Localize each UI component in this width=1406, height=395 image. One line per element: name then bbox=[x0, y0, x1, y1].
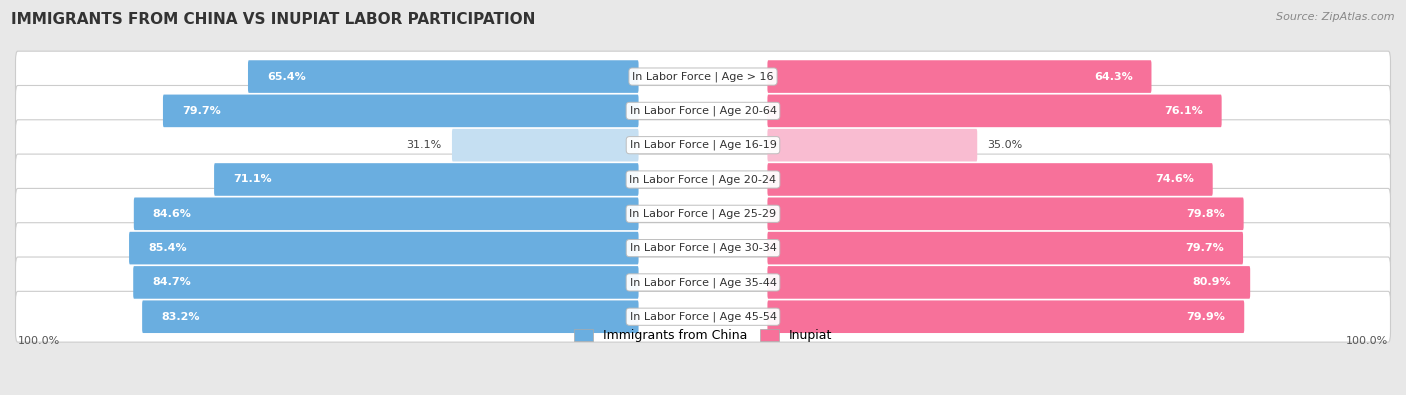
Text: IMMIGRANTS FROM CHINA VS INUPIAT LABOR PARTICIPATION: IMMIGRANTS FROM CHINA VS INUPIAT LABOR P… bbox=[11, 12, 536, 27]
Text: In Labor Force | Age > 16: In Labor Force | Age > 16 bbox=[633, 71, 773, 82]
Text: 85.4%: 85.4% bbox=[148, 243, 187, 253]
Text: 35.0%: 35.0% bbox=[987, 140, 1022, 150]
FancyBboxPatch shape bbox=[247, 60, 638, 93]
Text: 79.7%: 79.7% bbox=[181, 106, 221, 116]
FancyBboxPatch shape bbox=[15, 223, 1391, 273]
Text: In Labor Force | Age 35-44: In Labor Force | Age 35-44 bbox=[630, 277, 776, 288]
FancyBboxPatch shape bbox=[142, 301, 638, 333]
FancyBboxPatch shape bbox=[15, 51, 1391, 102]
Text: In Labor Force | Age 20-64: In Labor Force | Age 20-64 bbox=[630, 105, 776, 116]
FancyBboxPatch shape bbox=[768, 60, 1152, 93]
Text: In Labor Force | Age 25-29: In Labor Force | Age 25-29 bbox=[630, 209, 776, 219]
FancyBboxPatch shape bbox=[163, 94, 638, 127]
FancyBboxPatch shape bbox=[768, 163, 1213, 196]
Text: 71.1%: 71.1% bbox=[233, 175, 271, 184]
FancyBboxPatch shape bbox=[129, 232, 638, 264]
FancyBboxPatch shape bbox=[15, 257, 1391, 308]
FancyBboxPatch shape bbox=[768, 94, 1222, 127]
FancyBboxPatch shape bbox=[768, 301, 1244, 333]
FancyBboxPatch shape bbox=[15, 188, 1391, 239]
FancyBboxPatch shape bbox=[214, 163, 638, 196]
FancyBboxPatch shape bbox=[134, 266, 638, 299]
Text: 84.7%: 84.7% bbox=[152, 277, 191, 288]
FancyBboxPatch shape bbox=[15, 154, 1391, 205]
FancyBboxPatch shape bbox=[451, 129, 638, 162]
Text: In Labor Force | Age 16-19: In Labor Force | Age 16-19 bbox=[630, 140, 776, 150]
Text: 65.4%: 65.4% bbox=[267, 71, 305, 81]
Text: In Labor Force | Age 20-24: In Labor Force | Age 20-24 bbox=[630, 174, 776, 185]
Text: In Labor Force | Age 30-34: In Labor Force | Age 30-34 bbox=[630, 243, 776, 253]
Text: Source: ZipAtlas.com: Source: ZipAtlas.com bbox=[1277, 12, 1395, 22]
Text: 80.9%: 80.9% bbox=[1192, 277, 1232, 288]
Text: 64.3%: 64.3% bbox=[1094, 71, 1132, 81]
Text: 79.9%: 79.9% bbox=[1187, 312, 1225, 322]
Text: 79.8%: 79.8% bbox=[1185, 209, 1225, 219]
FancyBboxPatch shape bbox=[15, 292, 1391, 342]
FancyBboxPatch shape bbox=[768, 198, 1244, 230]
Legend: Immigrants from China, Inupiat: Immigrants from China, Inupiat bbox=[569, 324, 837, 347]
FancyBboxPatch shape bbox=[15, 120, 1391, 171]
FancyBboxPatch shape bbox=[15, 85, 1391, 136]
Text: 76.1%: 76.1% bbox=[1164, 106, 1202, 116]
Text: 100.0%: 100.0% bbox=[1346, 336, 1388, 346]
Text: 83.2%: 83.2% bbox=[162, 312, 200, 322]
Text: 79.7%: 79.7% bbox=[1185, 243, 1225, 253]
Text: 31.1%: 31.1% bbox=[406, 140, 441, 150]
Text: 100.0%: 100.0% bbox=[18, 336, 60, 346]
FancyBboxPatch shape bbox=[768, 266, 1250, 299]
FancyBboxPatch shape bbox=[134, 198, 638, 230]
FancyBboxPatch shape bbox=[768, 232, 1243, 264]
Text: 84.6%: 84.6% bbox=[153, 209, 191, 219]
FancyBboxPatch shape bbox=[768, 129, 977, 162]
Text: In Labor Force | Age 45-54: In Labor Force | Age 45-54 bbox=[630, 312, 776, 322]
Text: 74.6%: 74.6% bbox=[1154, 175, 1194, 184]
